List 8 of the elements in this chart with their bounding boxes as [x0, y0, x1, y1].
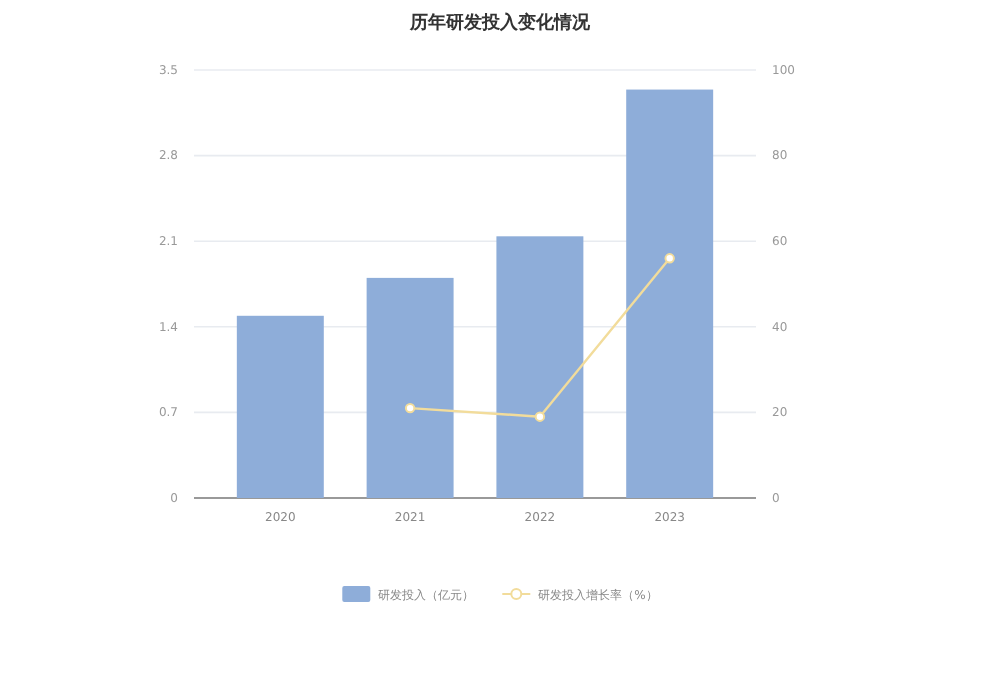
point: [534, 411, 546, 422]
bar: [626, 89, 714, 498]
chart-title: 历年研发投入变化情况: [408, 12, 592, 34]
bar: [496, 236, 584, 498]
point: [664, 253, 675, 264]
point: [404, 402, 416, 414]
bar: [236, 315, 324, 498]
bar: [366, 277, 454, 498]
